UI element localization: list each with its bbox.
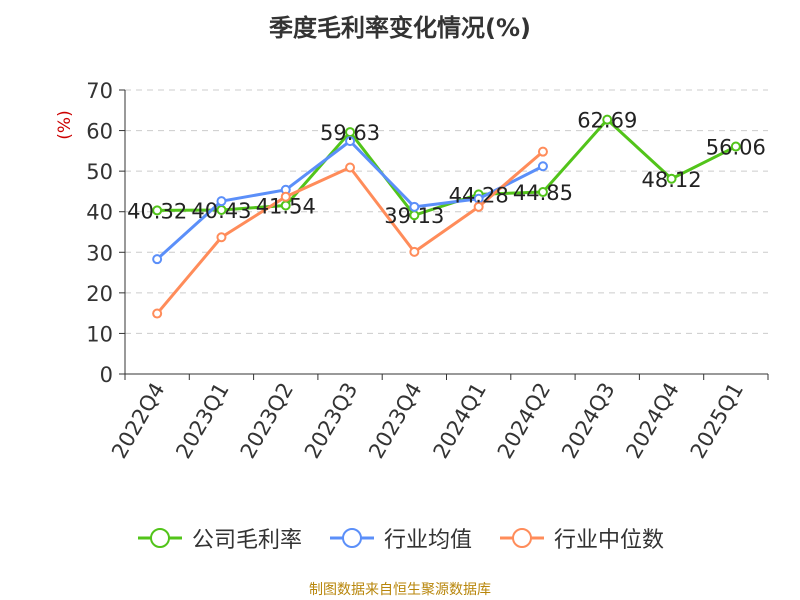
data-point: [216, 232, 227, 243]
y-tick-label: 70: [86, 79, 113, 103]
data-label: 48.12: [641, 168, 701, 192]
y-tick-label: 20: [86, 282, 113, 306]
x-tick-label: 2023Q3: [300, 379, 362, 463]
legend-item[interactable]: 行业中位数: [498, 522, 664, 554]
data-label: 44.85: [513, 181, 573, 205]
y-tick-label: 50: [86, 160, 113, 184]
x-tick-label: 2024Q3: [557, 379, 619, 463]
series-2: [152, 146, 548, 319]
x-tick-label: 2023Q2: [236, 379, 298, 463]
legend-label: 行业中位数: [554, 528, 665, 553]
data-point: [345, 136, 356, 147]
data-point: [345, 127, 356, 138]
data-point: [345, 162, 356, 173]
x-tick-label: 2024Q2: [493, 379, 555, 463]
y-tick-label: 40: [86, 201, 113, 225]
legend: 公司毛利率 行业均值 行业中位数: [0, 522, 800, 554]
legend-item[interactable]: 公司毛利率: [136, 522, 302, 554]
x-tick-label: 2024Q1: [429, 379, 491, 463]
data-label: 39.13: [384, 204, 444, 228]
data-point: [152, 205, 163, 216]
data-point: [216, 196, 227, 207]
data-label: 59.63: [320, 121, 380, 145]
x-tick-label: 2024Q4: [621, 379, 683, 463]
data-label: 44.28: [449, 183, 509, 207]
data-point: [152, 254, 163, 265]
data-point: [280, 191, 291, 202]
data-point: [666, 173, 677, 184]
data-point: [473, 201, 484, 212]
x-tick-label: 2022Q4: [107, 379, 169, 463]
data-label: 40.43: [191, 199, 251, 223]
legend-marker-icon: [137, 528, 182, 548]
y-tick-label: 60: [86, 120, 113, 144]
series-0: [152, 114, 741, 221]
y-tick-label: 10: [86, 322, 113, 346]
y-tick-label: 30: [86, 241, 113, 265]
data-point: [409, 246, 420, 257]
data-label: 62.69: [577, 109, 637, 133]
series-1: [152, 136, 548, 265]
x-tick-label: 2023Q1: [171, 379, 233, 463]
data-label: 56.06: [706, 136, 766, 160]
series-layer: [152, 114, 741, 319]
legend-marker-icon: [329, 528, 374, 548]
data-point: [537, 146, 548, 157]
grid-lines: [125, 89, 768, 334]
data-point: [537, 187, 548, 198]
legend-label: 行业均值: [383, 528, 472, 553]
data-point: [537, 161, 548, 172]
data-label: 41.54: [256, 194, 316, 218]
source-note: 制图数据来自恒生聚源数据库: [309, 582, 491, 598]
x-tick-label: 2025Q1: [686, 379, 748, 463]
data-label: 40.32: [127, 199, 187, 223]
data-point: [602, 114, 613, 125]
y-tick-label: 0: [100, 363, 113, 387]
y-axis-label: (%): [55, 110, 75, 139]
data-point: [152, 308, 163, 319]
data-point: [730, 141, 741, 152]
legend-item[interactable]: 行业均值: [328, 522, 472, 554]
chart-title: 季度毛利率变化情况(%): [269, 14, 531, 42]
legend-marker-icon: [500, 528, 544, 548]
x-tick-label: 2023Q4: [364, 379, 426, 463]
legend-label: 公司毛利率: [191, 528, 302, 553]
series-line: [157, 118, 737, 217]
data-point: [409, 201, 420, 212]
series-line: [156, 150, 544, 315]
